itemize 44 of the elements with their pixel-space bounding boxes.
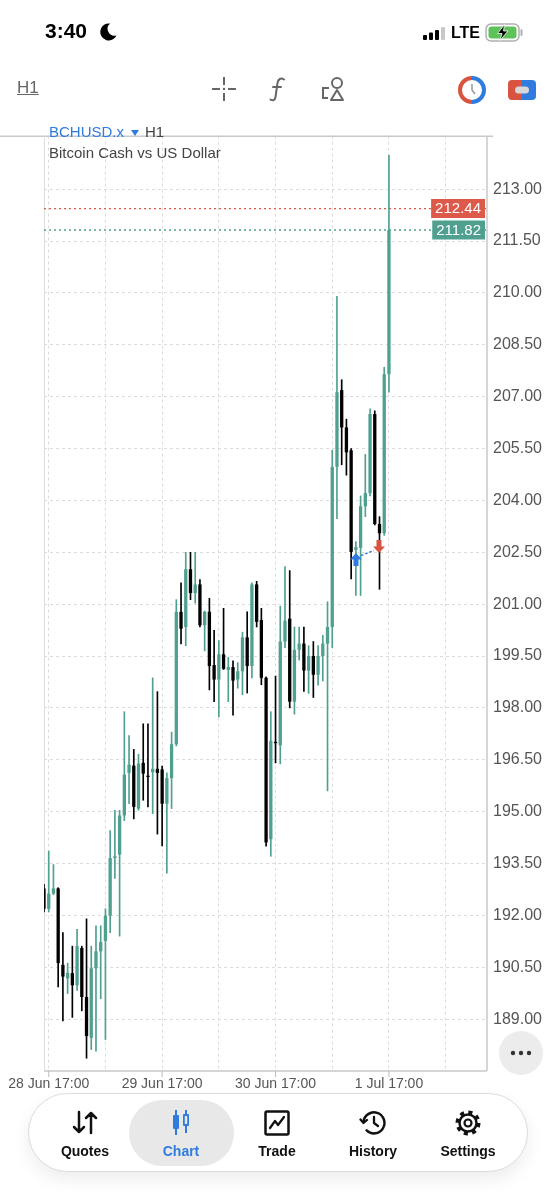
text: Trade — [257, 1143, 297, 1159]
candlestick — [193, 551, 197, 604]
candlestick — [61, 932, 65, 1022]
y-tick-label: 201.00 — [493, 594, 543, 612]
text: Bitcoin Cash vs US Dollar — [49, 143, 221, 163]
text: LTE — [451, 24, 481, 42]
y-tick-label: 195.00 — [493, 802, 543, 820]
y-tick-label: 196.50 — [493, 750, 543, 768]
candlestick — [283, 566, 287, 649]
y-tick-label: 198.00 — [493, 698, 543, 716]
text: Settings — [439, 1143, 497, 1159]
y-tick-label: 211.50 — [493, 231, 541, 249]
text: H1 — [17, 78, 39, 98]
candlestick — [113, 809, 117, 879]
candlestick — [141, 723, 145, 801]
candlestick — [127, 735, 131, 805]
x-tick-label: 28 Jun 17:00 — [8, 1075, 90, 1092]
y-tick-label: 207.00 — [493, 387, 543, 405]
candlestick — [94, 925, 98, 1052]
text: Quotes — [59, 1143, 111, 1159]
x-tick-label: 29 Jun 17:00 — [121, 1075, 203, 1092]
x-tick-label: 30 Jun 17:00 — [235, 1075, 317, 1092]
candlestick — [363, 454, 367, 518]
y-tick-label: 213.00 — [493, 179, 543, 197]
y-tick-label: 192.00 — [493, 905, 543, 923]
chart-title: BCHUSD.x — [49, 123, 125, 140]
text: 3:40 — [45, 19, 88, 43]
y-tick-label: 205.50 — [493, 438, 543, 456]
candlestick — [226, 657, 230, 703]
candlestick — [47, 850, 51, 913]
y-tick-label: 202.50 — [493, 542, 543, 560]
y-tick-label: 204.00 — [493, 490, 543, 508]
y-tick-label: 199.50 — [493, 646, 543, 664]
y-tick-label: 193.50 — [493, 853, 543, 871]
y-tick-label: 189.00 — [493, 1009, 543, 1027]
text: History — [347, 1143, 399, 1159]
annotation: H1 — [145, 123, 165, 140]
ref-line-label: 212.44 — [435, 199, 482, 217]
y-tick-label: 208.50 — [493, 335, 543, 353]
y-tick-label: 210.00 — [493, 283, 543, 301]
x-tick-label: 1 Jul 17:00 — [354, 1075, 424, 1092]
text: Chart — [161, 1143, 201, 1159]
y-tick-label: 190.50 — [493, 957, 543, 975]
ref-line-label: 211.82 — [436, 220, 481, 238]
